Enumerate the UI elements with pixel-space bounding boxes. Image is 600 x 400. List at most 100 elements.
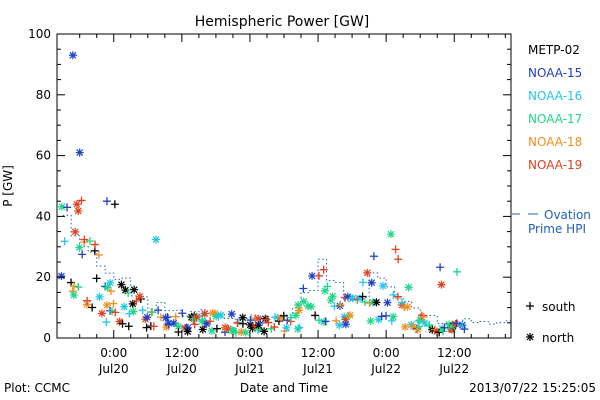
north-marker (294, 301, 303, 310)
north-marker (356, 294, 365, 303)
south-marker (360, 298, 369, 307)
x-tick-time: 12:00 (301, 346, 336, 360)
north-marker (75, 243, 84, 252)
x-tick-time: 0:00 (373, 346, 400, 360)
south-marker (419, 312, 428, 321)
north-marker (293, 324, 302, 333)
south-marker (382, 311, 391, 320)
north-marker (241, 328, 250, 337)
north-marker (299, 297, 308, 306)
north-marker (135, 292, 144, 301)
north-marker (295, 306, 304, 315)
south-marker (264, 318, 273, 327)
north-marker (447, 322, 456, 331)
north-marker (103, 283, 112, 292)
north-marker (386, 230, 395, 239)
north-marker (229, 326, 238, 335)
north-marker (363, 268, 372, 277)
north-marker (197, 317, 206, 326)
south-marker (393, 292, 402, 301)
x-tick-date: Jul22 (370, 362, 401, 376)
legend-entry: NOAA-18 (528, 135, 582, 149)
north-marker (340, 312, 349, 321)
south-marker (452, 319, 461, 328)
legend-entry: NOAA-15 (528, 66, 582, 80)
north-marker (224, 324, 233, 333)
north-marker (69, 291, 78, 300)
south-marker (389, 290, 398, 299)
north-marker (169, 319, 178, 328)
north-marker (106, 278, 115, 287)
south-marker (154, 306, 163, 315)
legend-entry: METP-02 (528, 43, 580, 57)
north-marker (216, 311, 225, 320)
north-marker (404, 283, 413, 292)
north-marker (403, 302, 412, 311)
south-marker (323, 282, 332, 291)
north-marker (246, 320, 255, 329)
south-marker (233, 319, 242, 328)
south-marker (369, 252, 378, 261)
ovation-legend-label: Ovation (544, 208, 591, 222)
north-marker (343, 292, 352, 301)
y-tick-label: 40 (36, 209, 51, 223)
south-marker (358, 278, 367, 287)
north-marker (378, 281, 387, 290)
south-marker (74, 283, 83, 292)
north-marker (307, 302, 316, 311)
north-marker (341, 315, 350, 324)
south-marker (178, 309, 187, 318)
south-marker (92, 274, 101, 283)
north-marker (437, 280, 446, 289)
south-marker (436, 263, 445, 272)
south-marker (332, 316, 341, 325)
south-marker (358, 292, 367, 301)
south-marker (253, 326, 262, 335)
south-marker (94, 251, 103, 260)
south-marker (394, 255, 403, 264)
x-tick-time: 12:00 (437, 346, 472, 360)
north-marker (445, 320, 454, 329)
north-marker (367, 278, 376, 287)
south-marker (60, 237, 69, 246)
north-marker (335, 321, 344, 330)
south-marker (124, 288, 133, 297)
north-marker (413, 325, 422, 334)
south-marker (83, 296, 92, 305)
south-marker (164, 320, 173, 329)
north-marker (192, 313, 201, 322)
north-marker (227, 310, 236, 319)
south-marker (149, 322, 158, 331)
north-marker (143, 313, 152, 322)
south-marker (319, 265, 328, 274)
legend-entry: NOAA-17 (528, 112, 582, 126)
north-legend-label: north (542, 331, 574, 345)
south-marker (452, 267, 461, 276)
x-tick-time: 0:00 (100, 346, 127, 360)
footer-left: Plot: CCMC (4, 381, 70, 395)
north-marker (72, 200, 81, 209)
south-marker (460, 325, 469, 334)
ovation-legend-label-2: Prime HPI (528, 222, 586, 236)
x-tick-date: Jul21 (234, 362, 265, 376)
north-marker (162, 323, 171, 332)
south-marker (63, 203, 72, 212)
north-marker (57, 272, 66, 281)
south-marker (142, 323, 151, 332)
north-marker (95, 292, 104, 301)
south-marker (80, 235, 89, 244)
x-tick-date: Jul20 (166, 362, 197, 376)
south-marker (279, 311, 288, 320)
north-marker (68, 51, 77, 60)
south-marker (280, 327, 289, 336)
north-marker (238, 313, 247, 322)
north-marker (260, 327, 269, 336)
south-marker (391, 245, 400, 254)
y-axis-label: P [GW] (1, 165, 15, 207)
south-marker (88, 303, 97, 312)
north-marker (202, 319, 211, 328)
south-marker (321, 317, 330, 326)
south-marker (295, 323, 304, 332)
south-marker (109, 299, 118, 308)
